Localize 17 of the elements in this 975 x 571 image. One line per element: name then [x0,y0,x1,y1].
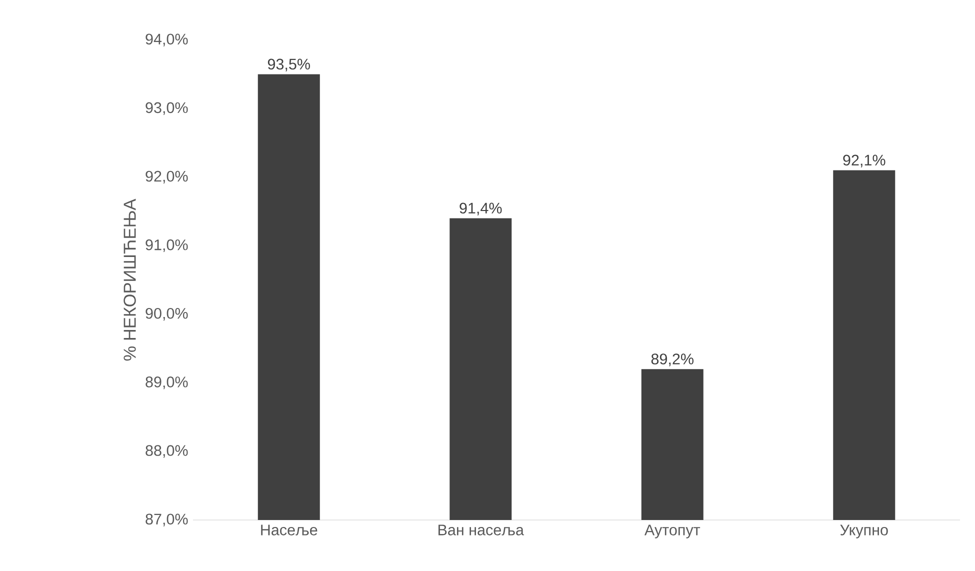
data-label: 92,1% [843,154,886,168]
y-tick-label: 87,0% [146,514,188,526]
data-label: 91,4% [460,202,502,216]
y-tick-label: 90,0% [146,308,188,321]
y-tick-label: 92,0% [146,170,188,184]
x-tick-label: Ван насеља [438,524,524,536]
y-tick-label: 89,0% [146,376,188,390]
y-tick-label: 93,0% [146,102,188,115]
y-tick-label: 91,0% [146,239,188,252]
x-tick-label: Укупно [840,524,888,538]
data-label: 93,5% [268,58,310,72]
x-tick-label: Аутопут [644,524,700,538]
y-tick-label: 88,0% [146,445,188,458]
x-tick-label: Насеље [261,524,318,536]
y-axis-title: % НЕКОРИШЋЕЊА [124,198,136,361]
y-tick-label: 94,0% [146,34,188,46]
data-label: 89,2% [651,354,694,366]
